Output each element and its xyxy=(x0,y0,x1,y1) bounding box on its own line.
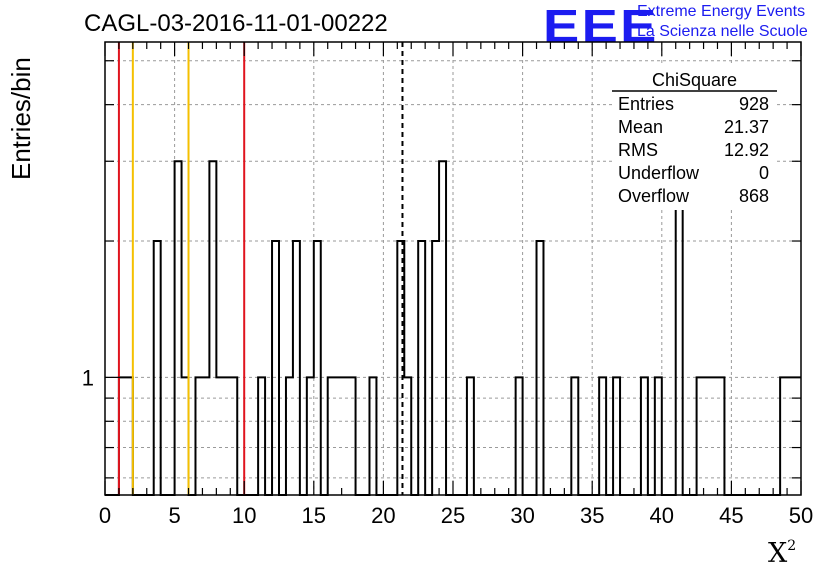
stats-row-value: 928 xyxy=(739,94,769,114)
x-tick-label: 10 xyxy=(232,503,256,528)
eee-logo-line1: Extreme Energy Events xyxy=(637,3,806,20)
stats-row-value: 868 xyxy=(739,186,769,206)
histogram-bin xyxy=(154,241,161,495)
histogram-bin xyxy=(704,377,711,495)
histogram-bin xyxy=(537,241,544,495)
y-tick-label: 1 xyxy=(82,365,94,390)
x-axis-label-main: X xyxy=(768,538,788,569)
x-tick-label: 0 xyxy=(99,503,111,528)
histogram-bin xyxy=(418,241,425,495)
histogram-bin xyxy=(711,377,718,495)
reference-lines xyxy=(117,42,404,495)
histogram-bin xyxy=(717,377,724,495)
stats-row-label: RMS xyxy=(618,140,658,160)
histogram-bin xyxy=(404,377,411,495)
histogram-bin xyxy=(119,377,126,495)
stats-box-background xyxy=(612,66,777,210)
x-tick-label: 15 xyxy=(302,503,326,528)
x-axis-label-sup: 2 xyxy=(787,538,797,554)
histogram-bin xyxy=(126,377,133,495)
histogram-bin xyxy=(613,377,620,495)
stats-row-label: Overflow xyxy=(618,186,690,206)
stats-row-label: Mean xyxy=(618,117,663,137)
histogram-bin xyxy=(258,377,265,495)
histogram-bin xyxy=(342,377,349,495)
x-tick-label: 20 xyxy=(371,503,395,528)
histogram-bin xyxy=(293,241,300,495)
x-tick-label: 40 xyxy=(650,503,674,528)
histogram-bin xyxy=(571,377,578,495)
x-axis-label: X2 xyxy=(768,538,796,569)
histogram-bin xyxy=(439,161,446,495)
chart-title: CAGL-03-2016-11-01-00222 xyxy=(84,10,388,37)
stats-row-value: 21.37 xyxy=(724,117,769,137)
stats-row-value: 0 xyxy=(759,163,769,183)
x-tick-label: 45 xyxy=(719,503,743,528)
axis-ticks: 0 5 10 15 20 25 30 35 40 45 50 1 xyxy=(82,42,813,528)
histogram-bin xyxy=(349,377,356,495)
histogram-bin xyxy=(599,377,606,495)
histogram-bin xyxy=(314,241,321,495)
x-tick-label: 50 xyxy=(789,503,813,528)
histogram-bin xyxy=(216,377,223,495)
histogram-bin xyxy=(697,377,704,495)
histogram-bin xyxy=(223,377,230,495)
x-tick-label: 30 xyxy=(510,503,534,528)
x-tick-label: 35 xyxy=(580,503,604,528)
histogram-bin xyxy=(286,377,293,495)
histogram-bin xyxy=(209,161,216,495)
histogram-bin xyxy=(641,377,648,495)
histogram-bin xyxy=(516,377,523,495)
histogram-bin xyxy=(467,377,474,495)
histogram-bin xyxy=(335,377,342,495)
histogram-bin xyxy=(780,377,787,495)
histogram-bin xyxy=(328,377,335,495)
x-tick-label: 5 xyxy=(168,503,180,528)
eee-logo-line2: La Scienza nelle Scuole xyxy=(637,23,808,40)
histogram-bin xyxy=(432,241,439,495)
histogram-bin xyxy=(182,377,189,495)
histogram-bin xyxy=(175,161,182,495)
stats-box: ChiSquare Entries 928 Mean 21.37 RMS 12.92 Unde… xyxy=(612,66,777,210)
histogram-bin xyxy=(655,377,662,495)
histogram-bin xyxy=(369,377,376,495)
histogram-bin xyxy=(307,377,314,495)
grid-lines xyxy=(105,42,801,495)
histogram-bin xyxy=(230,377,237,495)
stats-row-label: Underflow xyxy=(618,163,700,183)
stats-row-label: Entries xyxy=(618,94,674,114)
x-tick-label: 25 xyxy=(441,503,465,528)
histogram-bin xyxy=(195,377,202,495)
histogram-bin xyxy=(272,241,279,495)
stats-title: ChiSquare xyxy=(652,70,737,90)
histogram-bin xyxy=(202,377,209,495)
stats-row-value: 12.92 xyxy=(724,140,769,160)
